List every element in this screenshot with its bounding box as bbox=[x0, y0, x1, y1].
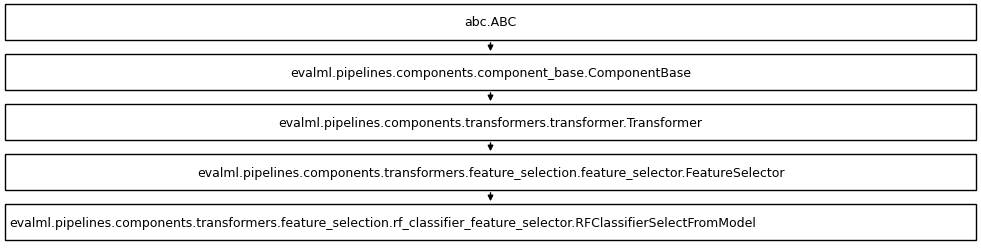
Bar bbox=[5, 5, 976, 41]
Text: evalml.pipelines.components.component_base.ComponentBase: evalml.pipelines.components.component_ba… bbox=[290, 66, 691, 79]
Bar bbox=[5, 55, 976, 91]
Bar bbox=[5, 105, 976, 140]
Text: evalml.pipelines.components.transformers.transformer.Transformer: evalml.pipelines.components.transformers… bbox=[279, 116, 702, 129]
Bar bbox=[5, 204, 976, 240]
Bar bbox=[5, 154, 976, 190]
Text: abc.ABC: abc.ABC bbox=[464, 16, 517, 29]
Text: evalml.pipelines.components.transformers.feature_selection.rf_classifier_feature: evalml.pipelines.components.transformers… bbox=[9, 216, 756, 229]
Text: evalml.pipelines.components.transformers.feature_selection.feature_selector.Feat: evalml.pipelines.components.transformers… bbox=[197, 166, 784, 179]
